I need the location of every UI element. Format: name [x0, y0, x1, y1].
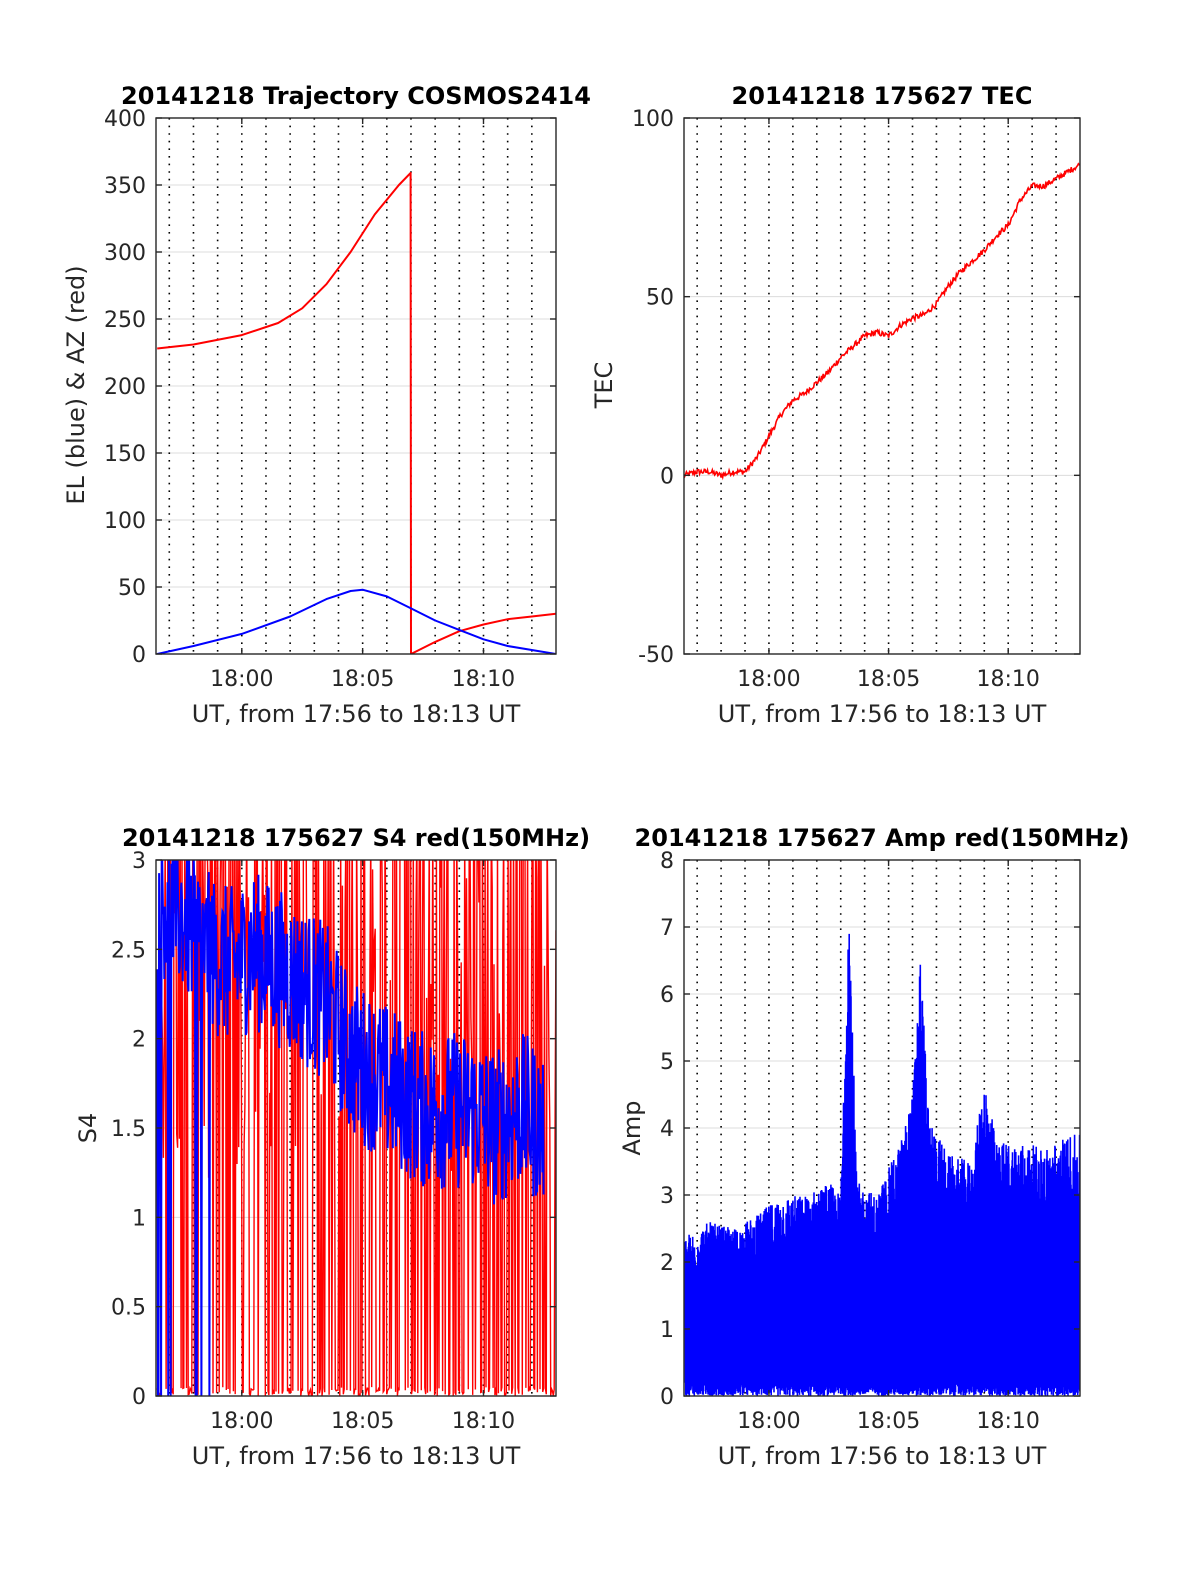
y-tick-label: 2: [660, 1251, 674, 1276]
ylabel-trajectory: EL (blue) & AZ (red): [62, 265, 90, 504]
y-tick-label: 200: [104, 375, 146, 400]
y-tick-label: 0: [132, 643, 146, 668]
y-tick-label: 8: [660, 849, 674, 874]
y-tick-label: 100: [104, 509, 146, 534]
xlabel-amp: UT, from 17:56 to 18:13 UT: [718, 1442, 1047, 1470]
xlabel-tec: UT, from 17:56 to 18:13 UT: [718, 700, 1047, 728]
y-tick-label: 0.5: [111, 1296, 146, 1321]
plot-area-tec: -50 0 50 100 18:00 18:05 18:10: [632, 107, 1081, 692]
y-tick-label: 1: [132, 1206, 146, 1231]
x-tick-label: 18:05: [857, 667, 920, 692]
x-tick-label: 18:10: [977, 667, 1040, 692]
panel-tec: 20141218 175627 TEC -50 0 50 100 18:00 18:05 1…: [590, 82, 1081, 728]
y-tick-label: 300: [104, 241, 146, 266]
x-tick-label: 18:00: [737, 667, 800, 692]
y-tick-label: 0: [132, 1385, 146, 1410]
y-tick-label: 3: [660, 1184, 674, 1209]
plot-area-trajectory: 0 50 100 150 200 250 300 350 400 18:00 18:05 18:10: [104, 107, 557, 692]
ylabel-amp: Amp: [618, 1100, 646, 1155]
y-tick-label: 3: [132, 849, 146, 874]
series-group: [156, 171, 556, 654]
xlabel-s4: UT, from 17:56 to 18:13 UT: [192, 1442, 521, 1470]
ylabel-tec: TEC: [590, 362, 618, 410]
y-tick-label: 6: [660, 983, 674, 1008]
series-line: [157, 171, 556, 654]
x-tick-label: 18:05: [331, 667, 394, 692]
panel-trajectory: 20141218 Trajectory COSMOS2414 0 50 100 150…: [62, 82, 591, 728]
x-tick-label: 18:10: [452, 667, 515, 692]
y-tick-label: 2.5: [111, 938, 146, 963]
y-tick-label: 50: [118, 576, 146, 601]
panel-s4: 20141218 175627 S4 red(150MHz) 0 0.5 1 1.5 2…: [74, 824, 590, 1470]
xlabel-trajectory: UT, from 17:56 to 18:13 UT: [192, 700, 521, 728]
plot-area-s4: 0 0.5 1 1.5 2 2.5 3 18:00 18:05 18:10: [111, 849, 557, 1434]
y-tick-label: 1: [660, 1318, 674, 1343]
x-tick-label: 18:00: [210, 667, 273, 692]
y-tick-label: 100: [632, 107, 674, 132]
title-amp: 20141218 175627 Amp red(150MHz): [635, 824, 1130, 852]
series-group: [156, 860, 556, 1396]
series-group: [684, 933, 1080, 1396]
x-tick-label: 18:10: [452, 1409, 515, 1434]
y-tick-label: 400: [104, 107, 146, 132]
y-tick-label: 0: [660, 1385, 674, 1410]
y-tick-label: 4: [660, 1117, 674, 1142]
series-group: [684, 162, 1080, 481]
y-tick-label: 5: [660, 1050, 674, 1075]
x-tick-label: 18:00: [737, 1409, 800, 1434]
y-tick-label: 7: [660, 916, 674, 941]
series-line: [156, 588, 556, 654]
y-tick-label: 350: [104, 174, 146, 199]
series-line: [684, 933, 1080, 1396]
x-tick-label: 18:05: [857, 1409, 920, 1434]
x-tick-label: 18:05: [331, 1409, 394, 1434]
plot-area-amp: 0 1 2 3 4 5 6 7 8 18:00 18:05 18:10: [660, 849, 1081, 1434]
x-tick-label: 18:10: [977, 1409, 1040, 1434]
y-tick-label: 50: [646, 286, 674, 311]
title-tec: 20141218 175627 TEC: [732, 82, 1033, 110]
y-tick-label: 250: [104, 308, 146, 333]
title-trajectory: 20141218 Trajectory COSMOS2414: [121, 82, 591, 110]
ylabel-s4: S4: [74, 1113, 102, 1144]
series-line: [684, 162, 1080, 481]
x-tick-label: 18:00: [210, 1409, 273, 1434]
y-tick-label: 150: [104, 442, 146, 467]
axes-box: [683, 117, 1081, 655]
panel-amp: 20141218 175627 Amp red(150MHz) 0 1 2 3 4 5 6 7…: [618, 824, 1129, 1470]
series-line-red: [156, 860, 556, 1396]
y-tick-label: 0: [660, 464, 674, 489]
y-tick-label: 2: [132, 1028, 146, 1053]
y-tick-label: 1.5: [111, 1117, 146, 1142]
series-line-blue: [156, 860, 545, 1396]
title-s4: 20141218 175627 S4 red(150MHz): [122, 824, 590, 852]
y-tick-label: -50: [638, 643, 674, 668]
